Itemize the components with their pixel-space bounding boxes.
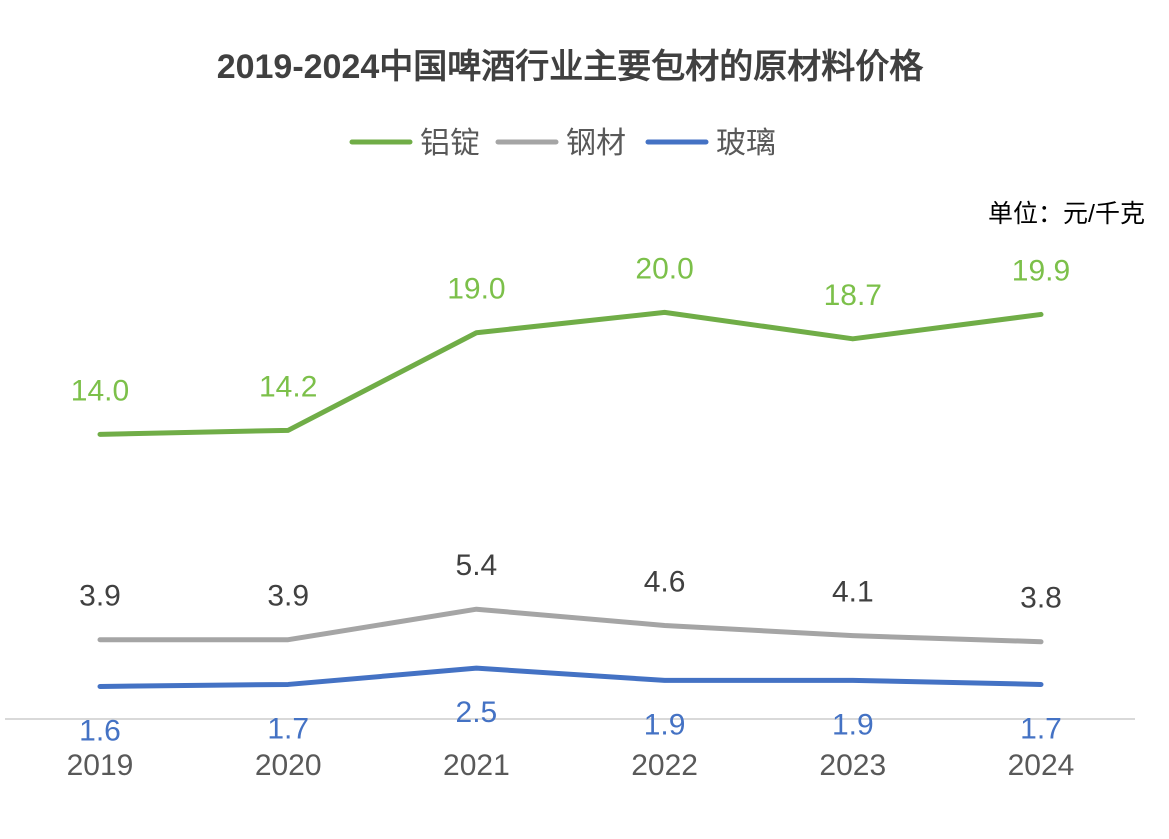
series-line (97, 606, 1044, 645)
x-tick-label: 2020 (255, 749, 322, 782)
data-label: 3.9 (267, 580, 309, 613)
data-label: 19.0 (447, 273, 505, 306)
data-label: 1.7 (267, 712, 309, 745)
x-tick-label: 2021 (443, 749, 510, 782)
data-label: 14.2 (259, 370, 317, 403)
data-labels: 14.0 14.2 19.0 20.0 18.7 19.9 3.9 3.9 5.4 4.6 4.1 3… (71, 252, 1070, 747)
data-label: 20.0 (635, 252, 693, 285)
x-tick-label: 2024 (1008, 749, 1075, 782)
data-label: 3.8 (1020, 582, 1062, 615)
data-label: 1.9 (644, 708, 686, 741)
series-lines (97, 309, 1044, 689)
data-label: 19.9 (1012, 254, 1070, 287)
data-label: 4.6 (644, 565, 686, 598)
chart-title: 2019-2024中国啤酒行业主要包材的原材料价格 (217, 48, 925, 86)
series-line (97, 665, 1044, 689)
legend: 铝锭 钢材 玻璃 (349, 127, 776, 160)
data-label: 2.5 (456, 696, 498, 729)
data-label: 18.7 (824, 279, 882, 312)
data-label: 1.9 (832, 708, 874, 741)
legend-label: 钢材 (566, 127, 626, 160)
data-label: 1.7 (1020, 712, 1062, 745)
data-label: 1.6 (79, 714, 121, 747)
data-label: 5.4 (456, 549, 498, 582)
data-label: 4.1 (832, 576, 874, 609)
data-label: 14.0 (71, 374, 129, 407)
unit-label: 单位：元/千克 (988, 200, 1145, 228)
legend-label: 玻璃 (716, 127, 776, 160)
legend-label: 铝锭 (420, 127, 480, 160)
x-axis-ticks: 2019 2020 2021 2022 2023 2024 (67, 749, 1075, 782)
x-tick-label: 2019 (67, 749, 134, 782)
x-tick-label: 2022 (631, 749, 698, 782)
x-tick-label: 2023 (819, 749, 886, 782)
series-line (97, 309, 1044, 437)
data-label: 3.9 (79, 580, 121, 613)
